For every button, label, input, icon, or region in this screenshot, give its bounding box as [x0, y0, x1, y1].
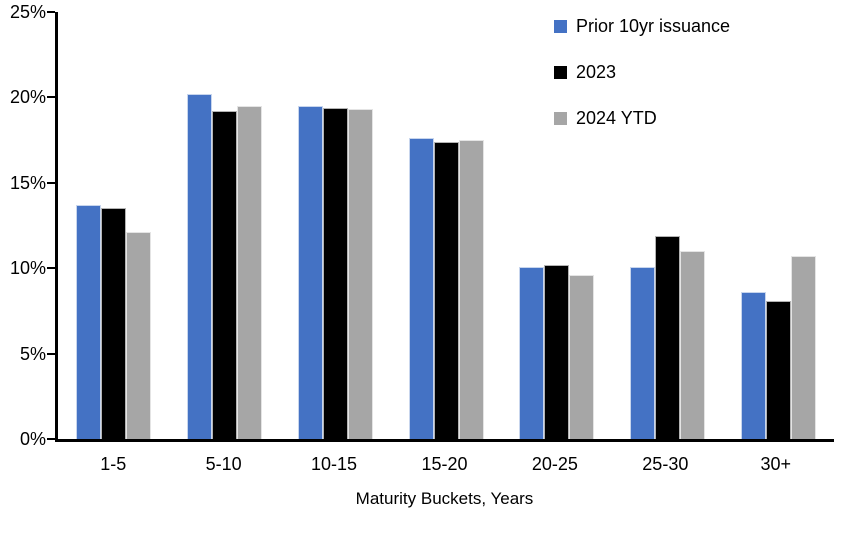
x-axis-labels: 1-5 5-10 10-15 15-20 20-25 25-30 30+	[58, 454, 831, 474]
x-axis-label-5-10: 5-10	[205, 454, 242, 474]
bar-2024-ytd-25-30	[680, 251, 706, 439]
bar-prior-10yr-issuance-20-25	[519, 266, 545, 439]
bar-2024-ytd-10-15	[347, 109, 373, 439]
bar-2023-30	[766, 300, 792, 439]
bar-2024-ytd-20-25	[569, 275, 595, 439]
bar-2023-10-15	[322, 107, 348, 439]
bar-prior-10yr-issuance-15-20	[408, 138, 434, 439]
bar-group-25-30	[612, 12, 723, 439]
y-axis-tick-25	[47, 11, 55, 13]
y-axis-tick-label: 0%	[19, 429, 46, 449]
bar-group-30	[723, 12, 834, 439]
bar-group-20-25	[501, 12, 612, 439]
x-axis-label-1-5: 1-5	[100, 454, 127, 474]
legend-marker-icon	[554, 112, 567, 125]
y-axis-tick-label: 25%	[9, 2, 46, 22]
y-axis-tick-20	[47, 96, 55, 99]
bar-2023-1-5	[100, 208, 126, 439]
bar-2024-ytd-15-20	[458, 140, 484, 439]
y-axis-tick-5	[47, 352, 55, 355]
bar-prior-10yr-issuance-5-10	[186, 93, 212, 439]
y-axis-tick-15	[47, 181, 55, 184]
x-axis-label-15-20: 15-20	[421, 454, 468, 474]
x-axis-label-10-15: 10-15	[311, 454, 358, 474]
y-axis-tick-label: 15%	[9, 172, 46, 193]
bar-group-10-15	[280, 12, 391, 439]
bar-prior-10yr-issuance-10-15	[297, 105, 323, 439]
legend-label: 2023	[576, 62, 617, 82]
bar-2024-ytd-30	[791, 256, 817, 439]
x-axis-label-25-30: 25-30	[642, 454, 689, 474]
y-axis-tick-label: 20%	[9, 87, 46, 108]
legend-marker-icon	[554, 66, 567, 79]
bar-2023-25-30	[655, 235, 681, 439]
bar-group-1-5	[58, 12, 169, 439]
bar-prior-10yr-issuance-1-5	[75, 205, 101, 439]
legend-marker-icon	[554, 20, 567, 33]
bar-group-15-20	[391, 12, 502, 439]
bar-2023-5-10	[211, 111, 237, 439]
y-axis-tick-0	[47, 438, 55, 440]
legend-item-2024-ytd: 2024 YTD	[554, 108, 730, 129]
legend-label: Prior 10yr issuance	[576, 16, 731, 36]
y-axis-tick-label: 5%	[19, 343, 46, 364]
x-axis-title: Maturity Buckets, Years	[355, 489, 534, 508]
bar-prior-10yr-issuance-30	[741, 292, 767, 439]
x-axis-label-20-25: 20-25	[531, 454, 578, 474]
bar-2023-20-25	[544, 264, 570, 439]
legend-label: 2024 YTD	[576, 108, 657, 128]
legend: Prior 10yr issuance 2023 2024 YTD	[554, 16, 730, 129]
bar-2023-15-20	[433, 141, 459, 439]
bar-group-5-10	[169, 12, 280, 439]
bar-2024-ytd-1-5	[125, 232, 151, 439]
legend-item-prior-10yr-issuance: Prior 10yr issuance	[554, 16, 730, 37]
y-axis-tick-label: 10%	[9, 258, 46, 279]
bar-2024-ytd-5-10	[236, 105, 262, 439]
y-axis-tick-10	[47, 267, 55, 270]
plot-area	[47, 11, 834, 442]
bar-prior-10yr-issuance-25-30	[630, 266, 656, 439]
y-axis-labels: 0% 5% 10% 15% 20% 25%	[0, 2, 46, 449]
bar-groups	[58, 12, 834, 439]
x-axis-label-30: 30+	[760, 454, 792, 474]
legend-item-2023: 2023	[554, 62, 730, 83]
